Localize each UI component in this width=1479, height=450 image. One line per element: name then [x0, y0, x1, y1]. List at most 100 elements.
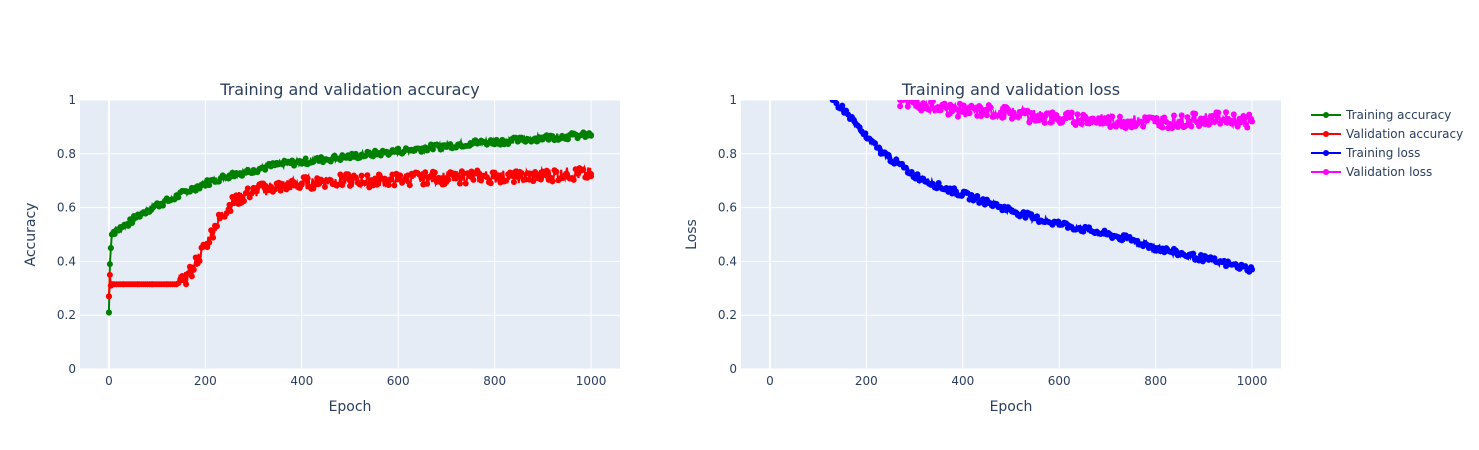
training-loss-marker: [1034, 213, 1041, 220]
validation-loss-marker: [1093, 119, 1100, 126]
validation-loss-marker: [1061, 115, 1068, 122]
validation-accuracy-marker: [190, 266, 197, 273]
validation-accuracy-marker: [514, 174, 521, 181]
training-loss-marker: [1199, 258, 1206, 265]
validation-accuracy-marker: [391, 182, 398, 189]
training-accuracy-marker: [159, 202, 166, 209]
validation-accuracy-marker: [387, 176, 394, 183]
validation-accuracy-marker: [196, 257, 203, 264]
validation-accuracy-marker: [240, 197, 247, 204]
training-loss-marker: [935, 179, 942, 186]
training-accuracy-marker: [129, 219, 136, 226]
loss-chart-title: Training and validation loss: [901, 80, 1120, 99]
validation-accuracy-marker: [509, 172, 515, 179]
training-accuracy-point: [106, 261, 113, 268]
loss-y-tick-label: 0.8: [718, 147, 737, 161]
validation-loss-marker: [1244, 124, 1251, 131]
validation-accuracy-marker: [580, 166, 587, 173]
validation-accuracy-marker: [352, 174, 359, 181]
validation-accuracy-marker: [431, 169, 438, 176]
validation-accuracy-marker: [321, 183, 328, 190]
loss-x-tick-label: 800: [1144, 374, 1167, 388]
validation-accuracy-marker: [358, 172, 365, 179]
legend-label: Training accuracy: [1345, 108, 1451, 122]
training-accuracy-marker: [107, 244, 114, 251]
validation-loss-marker: [1153, 114, 1160, 121]
validation-accuracy-marker: [549, 178, 556, 185]
legend-item-training-accuracy[interactable]: Training accuracy: [1311, 108, 1451, 122]
loss-y-tick-label: 1: [729, 93, 737, 107]
training-loss-marker: [1246, 268, 1253, 275]
accuracy-subplot: 0 200 400 600 800 1000 0 0.2 0.4 0.6 0.8 1 Training …: [23, 80, 620, 415]
validation-loss-marker: [987, 104, 994, 111]
validation-loss-marker: [1140, 123, 1147, 130]
validation-loss-marker: [1115, 119, 1122, 126]
validation-accuracy-marker: [277, 187, 284, 194]
validation-loss-marker: [1223, 109, 1230, 116]
validation-accuracy-marker: [570, 176, 577, 183]
training-accuracy-marker: [429, 146, 436, 153]
loss-plot-area: [741, 100, 1281, 369]
validation-loss-marker: [1178, 112, 1185, 119]
validation-accuracy-marker: [347, 182, 353, 189]
loss-x-axis-title: Epoch: [990, 399, 1033, 415]
validation-accuracy-marker: [385, 182, 392, 189]
validation-loss-marker: [1197, 115, 1204, 122]
legend-item-validation-loss[interactable]: Validation loss: [1311, 165, 1432, 179]
loss-y-tick-label: 0.6: [718, 201, 737, 215]
loss-subplot: 0 200 400 600 800 1000 0 0.2 0.4 0.6 0.8 1 Training …: [684, 80, 1281, 415]
validation-loss-marker: [1248, 115, 1255, 122]
validation-accuracy-marker: [242, 189, 249, 196]
validation-accuracy-point: [106, 271, 113, 278]
validation-accuracy-marker: [362, 179, 369, 186]
validation-loss-point: [897, 100, 904, 103]
validation-loss-marker: [914, 100, 917, 101]
validation-loss-marker: [1053, 112, 1060, 119]
loss-x-tick-label: 400: [951, 374, 974, 388]
training-loss-marker: [1118, 237, 1125, 244]
legend: Training accuracy Validation accuracy Trai…: [1311, 108, 1463, 179]
loss-x-tick-label: 0: [766, 374, 774, 388]
loss-x-tick-label: 200: [855, 374, 878, 388]
validation-accuracy-marker: [418, 174, 425, 181]
accuracy-y-tick-label: 1: [68, 93, 76, 107]
validation-loss-marker: [901, 100, 907, 102]
legend-swatch-marker: [1323, 169, 1329, 175]
validation-accuracy-marker: [289, 177, 296, 184]
validation-loss-marker: [972, 106, 979, 113]
validation-loss-marker: [966, 110, 973, 117]
training-loss-marker: [1080, 228, 1087, 235]
validation-loss-marker: [1066, 114, 1073, 121]
validation-loss-marker: [1188, 123, 1195, 130]
validation-accuracy-marker: [192, 254, 199, 261]
validation-accuracy-marker: [244, 185, 251, 192]
validation-accuracy-marker: [532, 169, 539, 176]
validation-loss-marker: [953, 106, 960, 113]
validation-accuracy-marker: [208, 227, 215, 234]
validation-accuracy-marker: [262, 182, 269, 189]
validation-loss-marker: [929, 100, 936, 105]
legend-label: Validation accuracy: [1346, 127, 1463, 141]
legend-label: Validation loss: [1346, 165, 1432, 179]
training-loss-marker: [1190, 250, 1197, 257]
accuracy-x-tick-label: 1000: [576, 374, 607, 388]
validation-loss-marker: [1068, 109, 1075, 116]
legend-item-validation-accuracy[interactable]: Validation accuracy: [1311, 127, 1463, 141]
validation-accuracy-marker: [188, 273, 195, 280]
validation-accuracy-marker: [487, 180, 494, 187]
validation-accuracy-marker: [181, 273, 188, 280]
training-accuracy-marker: [105, 309, 112, 316]
validation-loss-marker: [1078, 120, 1085, 127]
validation-accuracy-marker: [462, 180, 469, 187]
validation-accuracy-marker: [530, 178, 537, 185]
validation-accuracy-marker: [233, 192, 240, 199]
loss-x-tick-label: 1000: [1237, 374, 1268, 388]
validation-accuracy-marker: [372, 175, 379, 182]
legend-item-training-loss[interactable]: Training loss: [1311, 146, 1420, 160]
validation-accuracy-marker: [374, 181, 380, 188]
accuracy-chart-title: Training and validation accuracy: [219, 80, 479, 99]
legend-swatch-marker: [1323, 150, 1329, 156]
validation-loss-marker: [937, 107, 944, 114]
accuracy-y-tick-label: 0: [68, 362, 76, 376]
validation-accuracy-marker: [210, 234, 217, 241]
